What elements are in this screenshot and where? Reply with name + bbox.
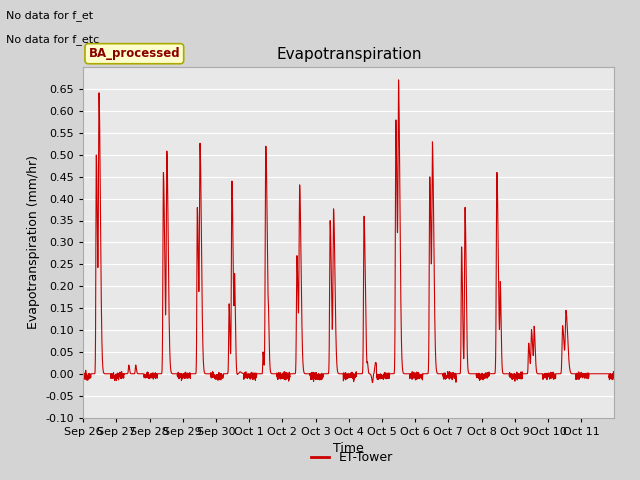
Text: BA_processed: BA_processed bbox=[88, 47, 180, 60]
Title: Evapotranspiration: Evapotranspiration bbox=[276, 47, 422, 62]
Y-axis label: Evapotranspiration (mm/hr): Evapotranspiration (mm/hr) bbox=[27, 156, 40, 329]
Text: No data for f_et: No data for f_et bbox=[6, 10, 93, 21]
Text: No data for f_etc: No data for f_etc bbox=[6, 34, 100, 45]
X-axis label: Time: Time bbox=[333, 442, 364, 455]
Legend: ET-Tower: ET-Tower bbox=[305, 446, 399, 469]
